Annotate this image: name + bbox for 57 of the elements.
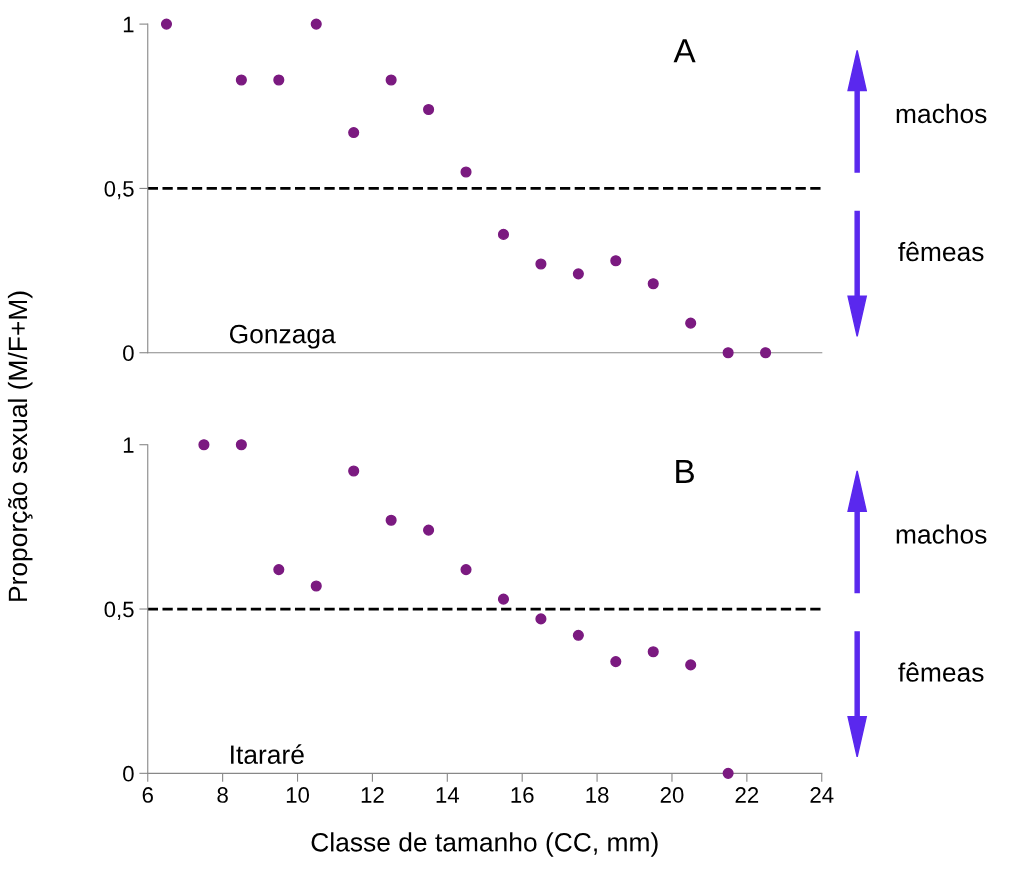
point [273,74,285,86]
point [572,629,584,641]
point [647,646,659,658]
point [572,268,584,280]
annotation: B [676,459,694,483]
annotation: A [673,39,696,63]
x-tick-label: 12 [361,787,384,803]
point [497,228,510,240]
point [235,74,247,86]
text: fêmeas [898,662,984,682]
y-tick-label: 0,5 [104,180,134,200]
point [385,74,397,86]
x-tick-label: 10 [286,787,310,803]
x-tick-label: 6 [142,787,153,803]
point [535,613,547,625]
x-axis-title: Classe de tamanho (CC, mm) [311,832,658,857]
point [497,593,510,605]
point [198,439,210,451]
point [235,439,247,451]
point [760,347,772,359]
x-tick-label: 20 [660,787,684,803]
text: machos [896,103,987,124]
annotation: Itararé [231,744,304,764]
point [385,514,397,526]
point [722,347,734,359]
x-tick-label: 24 [810,787,834,803]
text: fêmeas [898,241,984,262]
point [423,103,435,116]
point [535,258,547,270]
point [685,317,697,329]
point [610,656,622,668]
y-tick-label: 1 [123,16,134,33]
point [647,278,659,290]
point [348,127,360,139]
text: machos [896,524,987,544]
point [310,18,322,30]
point [310,580,322,592]
point [273,564,285,576]
x-tick-label: 18 [586,787,609,803]
x-tick-label: 8 [217,787,228,803]
point [460,166,472,178]
y-tick-label: 0 [123,345,134,362]
y-axis-title: Proporção sexual (M/F+M) [7,291,33,601]
point [722,767,734,779]
point [160,18,173,30]
x-tick-label: 22 [735,787,759,803]
point [460,564,472,576]
point [610,255,622,267]
annotation: Gonzaga [229,324,336,349]
point [685,659,697,671]
y-tick-label: 0,5 [104,601,134,620]
x-tick-label: 16 [511,787,534,803]
y-tick-label: 0 [123,765,134,782]
x-tick-label: 14 [436,787,460,803]
y-tick-label: 1 [123,437,134,453]
point [348,465,360,477]
point [423,524,435,536]
